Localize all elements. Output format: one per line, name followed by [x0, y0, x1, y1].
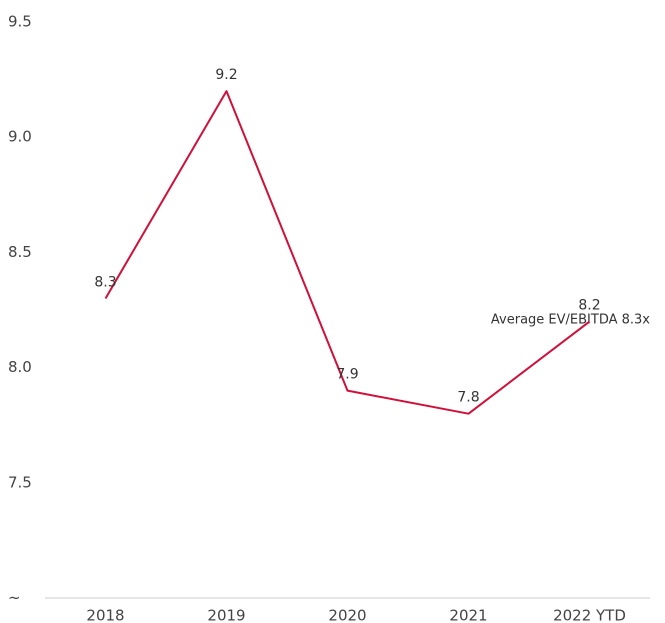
y-tick-label: ~	[8, 589, 21, 607]
x-tick-label: 2020	[328, 607, 366, 623]
annotation: Average EV/EBITDA 8.3x	[491, 313, 650, 328]
line	[104, 90, 591, 415]
data-label: 7.9	[336, 367, 358, 383]
y-tick-label: 8.0	[8, 358, 32, 376]
data-label: 8.3	[94, 274, 116, 290]
data-label: 8.2	[578, 298, 600, 314]
y-tick-label: 7.5	[8, 473, 32, 491]
x-tick-label: 2021	[449, 607, 487, 623]
y-tick-label: 9.5	[8, 13, 32, 31]
y-tick-label: 9.0	[8, 128, 32, 146]
data-label: 9.2	[215, 67, 237, 83]
x-tick-label: 2019	[207, 607, 245, 623]
data-label: 7.8	[457, 390, 479, 406]
x-tick-label: 2022 YTD	[553, 607, 626, 623]
x-tick-label: 2018	[86, 607, 124, 623]
y-tick-label: 8.5	[8, 243, 32, 261]
